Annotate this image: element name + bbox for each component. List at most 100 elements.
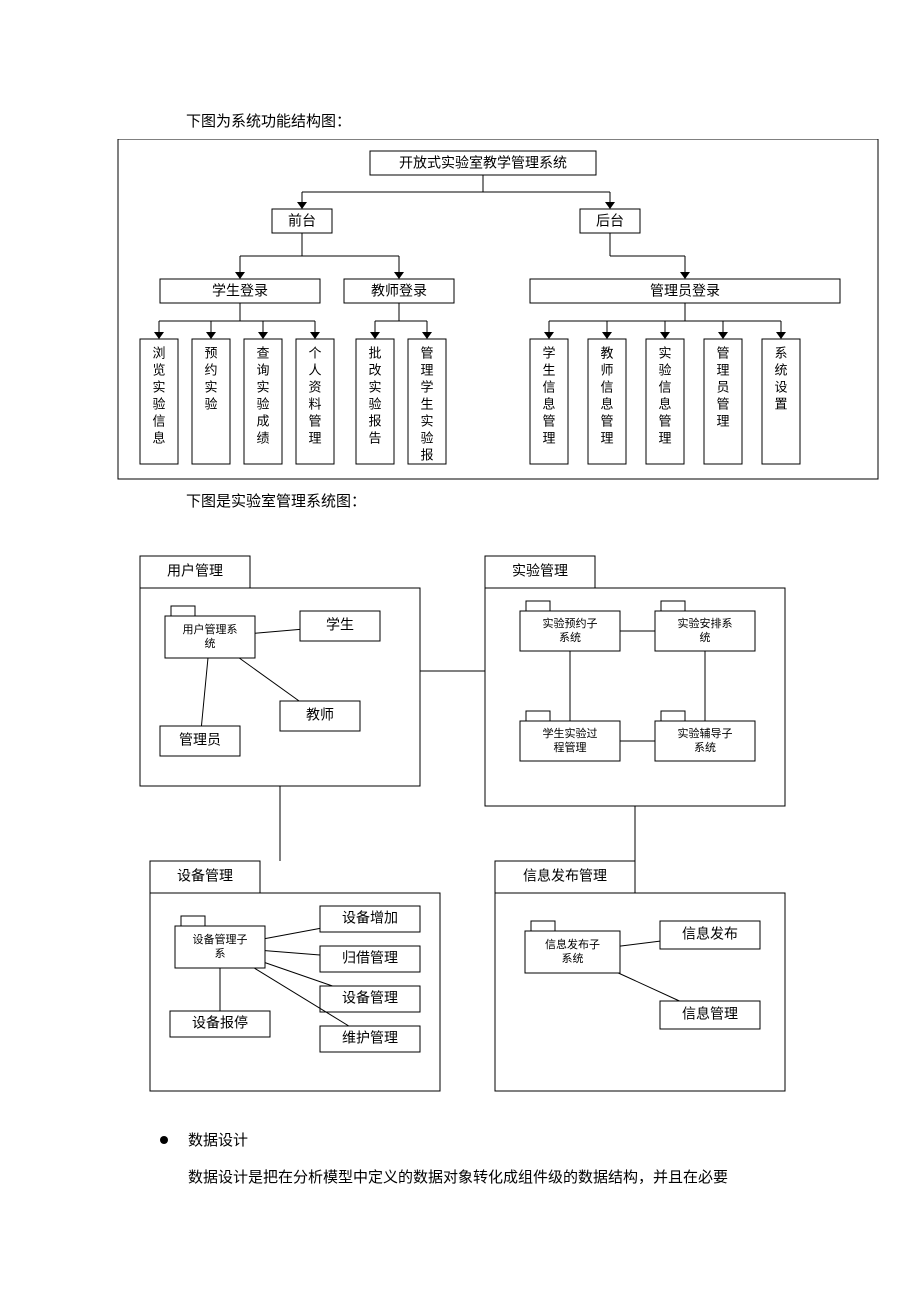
svg-text:学: 学	[542, 345, 555, 360]
svg-text:统: 统	[774, 362, 787, 377]
svg-text:息: 息	[152, 430, 165, 445]
svg-text:生: 生	[420, 396, 433, 411]
svg-text:验: 验	[658, 362, 671, 377]
svg-text:验: 验	[204, 396, 217, 411]
svg-text:实: 实	[204, 379, 217, 394]
svg-text:成: 成	[256, 413, 269, 428]
svg-text:理: 理	[658, 430, 671, 445]
svg-text:管: 管	[308, 413, 321, 428]
svg-text:浏: 浏	[152, 345, 165, 360]
svg-text:系: 系	[774, 345, 787, 360]
svg-text:管: 管	[716, 396, 729, 411]
svg-text:报: 报	[368, 413, 381, 428]
svg-text:信: 信	[600, 379, 613, 394]
svg-text:用户管理: 用户管理	[167, 563, 223, 579]
svg-text:学生实验过: 学生实验过	[543, 726, 598, 740]
svg-text:信: 信	[542, 379, 555, 394]
svg-text:信息发布子: 信息发布子	[545, 937, 600, 951]
svg-text:系统: 系统	[694, 741, 716, 754]
paragraph-text: 数据设计是把在分析模型中定义的数据对象转化成组件级的数据结构，并且在必要	[188, 1164, 850, 1193]
svg-text:实验辅导子: 实验辅导子	[678, 726, 733, 740]
svg-text:实: 实	[658, 345, 671, 360]
svg-text:开放式实验室教学管理系统: 开放式实验室教学管理系统	[399, 155, 567, 171]
svg-text:息: 息	[658, 396, 671, 411]
svg-text:设备报停: 设备报停	[192, 1015, 248, 1031]
hierarchy-diagram: 开放式实验室教学管理系统前台后台学生登录教师登录管理员登录浏览实验信息预约实验查…	[110, 139, 890, 484]
svg-text:人: 人	[308, 362, 321, 377]
svg-text:约: 约	[204, 362, 217, 377]
bullet-icon	[160, 1136, 168, 1144]
svg-text:系: 系	[215, 947, 226, 960]
caption-1: 下图为系统功能结构图：	[186, 110, 920, 131]
svg-text:实验安排系: 实验安排系	[678, 616, 733, 630]
svg-text:师: 师	[600, 362, 613, 377]
svg-text:理: 理	[600, 430, 613, 445]
svg-text:改: 改	[368, 362, 381, 377]
svg-text:批: 批	[368, 345, 381, 360]
svg-text:信息管理: 信息管理	[682, 1006, 738, 1022]
caption-2: 下图是实验室管理系统图：	[186, 490, 920, 511]
svg-text:预: 预	[204, 345, 217, 360]
svg-text:生: 生	[542, 362, 555, 377]
svg-text:学生登录: 学生登录	[212, 283, 268, 299]
svg-text:验: 验	[420, 430, 433, 445]
svg-text:后台: 后台	[596, 213, 624, 229]
svg-text:管: 管	[716, 345, 729, 360]
svg-text:设备增加: 设备增加	[342, 910, 398, 926]
svg-text:实验预约子: 实验预约子	[543, 616, 598, 630]
svg-text:览: 览	[152, 362, 165, 377]
svg-text:管: 管	[542, 413, 555, 428]
svg-text:验: 验	[256, 396, 269, 411]
module-diagram: 用户管理用户管理系统学生教师管理员实验管理实验预约子系统实验安排系统学生实验过程…	[100, 541, 820, 1111]
svg-text:设: 设	[774, 379, 787, 394]
svg-text:系统: 系统	[562, 952, 584, 965]
svg-text:验: 验	[152, 396, 165, 411]
svg-text:管理员: 管理员	[179, 732, 221, 748]
svg-text:实: 实	[368, 379, 381, 394]
svg-text:实: 实	[256, 379, 269, 394]
svg-text:理: 理	[308, 430, 321, 445]
svg-text:员: 员	[716, 379, 729, 394]
svg-text:料: 料	[308, 396, 321, 411]
svg-text:验: 验	[368, 396, 381, 411]
svg-text:实: 实	[420, 413, 433, 428]
svg-text:报: 报	[420, 447, 433, 462]
svg-text:绩: 绩	[256, 430, 269, 445]
svg-text:教: 教	[600, 345, 613, 360]
svg-text:理: 理	[542, 430, 555, 445]
svg-text:维护管理: 维护管理	[342, 1030, 398, 1046]
svg-text:学: 学	[420, 379, 433, 394]
svg-text:管: 管	[658, 413, 671, 428]
bullet-label: 数据设计	[188, 1129, 248, 1150]
svg-text:系统: 系统	[559, 631, 581, 644]
svg-text:实: 实	[152, 379, 165, 394]
svg-text:信息发布管理: 信息发布管理	[523, 868, 607, 884]
svg-text:管: 管	[600, 413, 613, 428]
svg-text:信: 信	[152, 413, 165, 428]
svg-text:信: 信	[658, 379, 671, 394]
svg-text:设备管理: 设备管理	[342, 990, 398, 1006]
svg-text:程管理: 程管理	[554, 740, 587, 754]
svg-text:学生: 学生	[326, 617, 354, 633]
svg-text:理: 理	[420, 362, 433, 377]
svg-text:统: 统	[700, 631, 711, 644]
svg-text:置: 置	[774, 396, 787, 411]
svg-text:个: 个	[308, 345, 321, 360]
bullet-data-design: 数据设计	[160, 1129, 920, 1150]
svg-text:教师登录: 教师登录	[371, 283, 427, 299]
svg-text:管: 管	[420, 345, 433, 360]
svg-text:理: 理	[716, 413, 729, 428]
svg-text:设备管理子: 设备管理子	[193, 932, 248, 946]
svg-text:前台: 前台	[288, 213, 316, 229]
svg-text:查: 查	[256, 345, 269, 360]
svg-text:教师: 教师	[306, 707, 334, 723]
svg-text:设备管理: 设备管理	[177, 868, 233, 884]
svg-text:信息发布: 信息发布	[682, 926, 738, 942]
svg-text:理: 理	[716, 362, 729, 377]
svg-text:息: 息	[542, 396, 555, 411]
svg-text:息: 息	[600, 396, 613, 411]
svg-text:资: 资	[308, 379, 321, 394]
svg-text:告: 告	[368, 430, 381, 445]
svg-text:统: 统	[205, 637, 216, 650]
svg-text:询: 询	[256, 362, 269, 377]
